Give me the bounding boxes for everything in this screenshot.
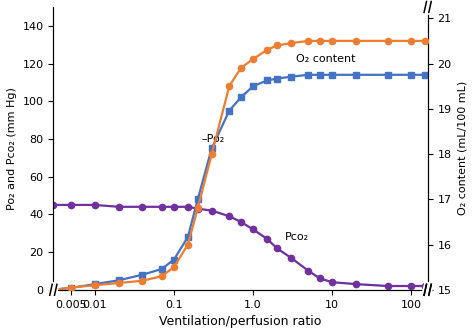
- Y-axis label: O₂ content (mL/100 mL): O₂ content (mL/100 mL): [457, 81, 467, 215]
- Text: –Po₂: –Po₂: [201, 134, 224, 144]
- Y-axis label: Po₂ and Pco₂ (mm Hg): Po₂ and Pco₂ (mm Hg): [7, 87, 17, 210]
- Text: O₂ content: O₂ content: [296, 54, 356, 64]
- Text: Pco₂: Pco₂: [284, 232, 309, 242]
- X-axis label: Ventilation/perfusion ratio: Ventilation/perfusion ratio: [159, 315, 322, 328]
